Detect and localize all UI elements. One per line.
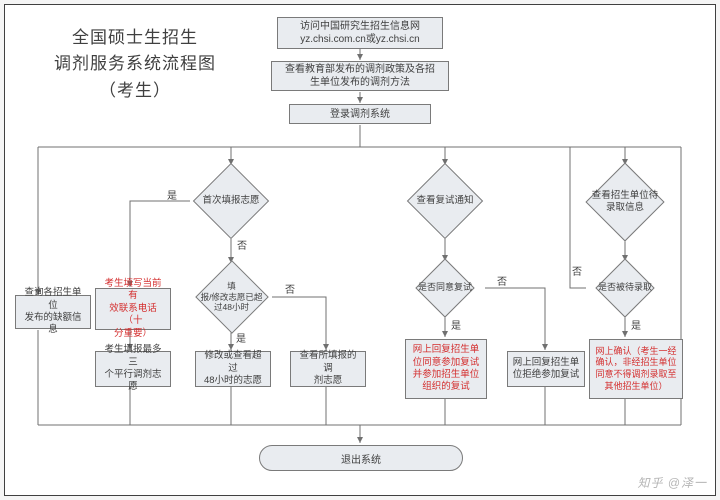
label-yes-4: 是	[631, 317, 641, 332]
node-refuse-retest: 网上回复招生单位拒绝参加复试	[507, 351, 585, 387]
label-yes-2: 是	[236, 330, 246, 345]
decision-view-retest-notice: 查看复试通知	[404, 165, 486, 237]
node-login: 登录调剂系统	[289, 104, 431, 124]
title-line-1: 全国硕士生招生	[72, 28, 198, 47]
node-visit-site: 访问中国研究生招生信息网yz.chsi.com.cn或yz.chsi.cn	[277, 17, 443, 49]
decision-agree-retest: 是否同意复试	[405, 261, 485, 315]
node-confirm-retest: 网上回复招生单位同意参加复试并参加招生单位组织的复试	[405, 339, 487, 399]
node-confirm-admission: 网上确认（考生一经确认，非经招生单位同意不得调剂录取至其他招生单位）	[589, 339, 683, 399]
decision-first-report: 首次填报志愿	[190, 165, 272, 237]
watermark: 知乎 @泽一	[637, 474, 707, 491]
label-no-3: 否	[497, 273, 507, 288]
label-no-4: 否	[572, 263, 582, 278]
flowchart-title: 全国硕士生招生 调剂服务系统流程图 （考生）	[45, 25, 225, 104]
title-line-2: 调剂服务系统流程图	[54, 54, 216, 73]
node-exit-system: 退出系统	[259, 445, 463, 471]
node-modify-48h: 修改或查看超过48小时的志愿	[195, 351, 271, 387]
node-view-policy: 查看教育部发布的调剂政策及各招生单位发布的调剂方法	[271, 61, 449, 91]
label-no-2: 否	[285, 281, 295, 296]
flowchart-canvas: 全国硕士生招生 调剂服务系统流程图 （考生）	[4, 4, 716, 496]
label-no: 否	[237, 237, 247, 252]
node-view-choices: 查看所填报的调剂志愿	[290, 351, 366, 387]
label-yes: 是	[167, 187, 177, 202]
title-line-3: （考生）	[99, 81, 171, 100]
node-fill-phone: 考生填写当前有效联系电话（十分重要）	[95, 288, 171, 330]
decision-over-48h: 填报/修改志愿已超过48小时	[184, 263, 279, 331]
decision-pre-admitted: 是否被待录取	[586, 261, 664, 315]
node-query-quota: 查询各招生单位发布的缺额信息	[15, 295, 91, 329]
decision-view-admission-info: 查看招生单位待录取信息	[580, 165, 670, 239]
label-yes-3: 是	[451, 317, 461, 332]
node-three-choices: 考生填报最多三个平行调剂志愿	[95, 351, 171, 387]
